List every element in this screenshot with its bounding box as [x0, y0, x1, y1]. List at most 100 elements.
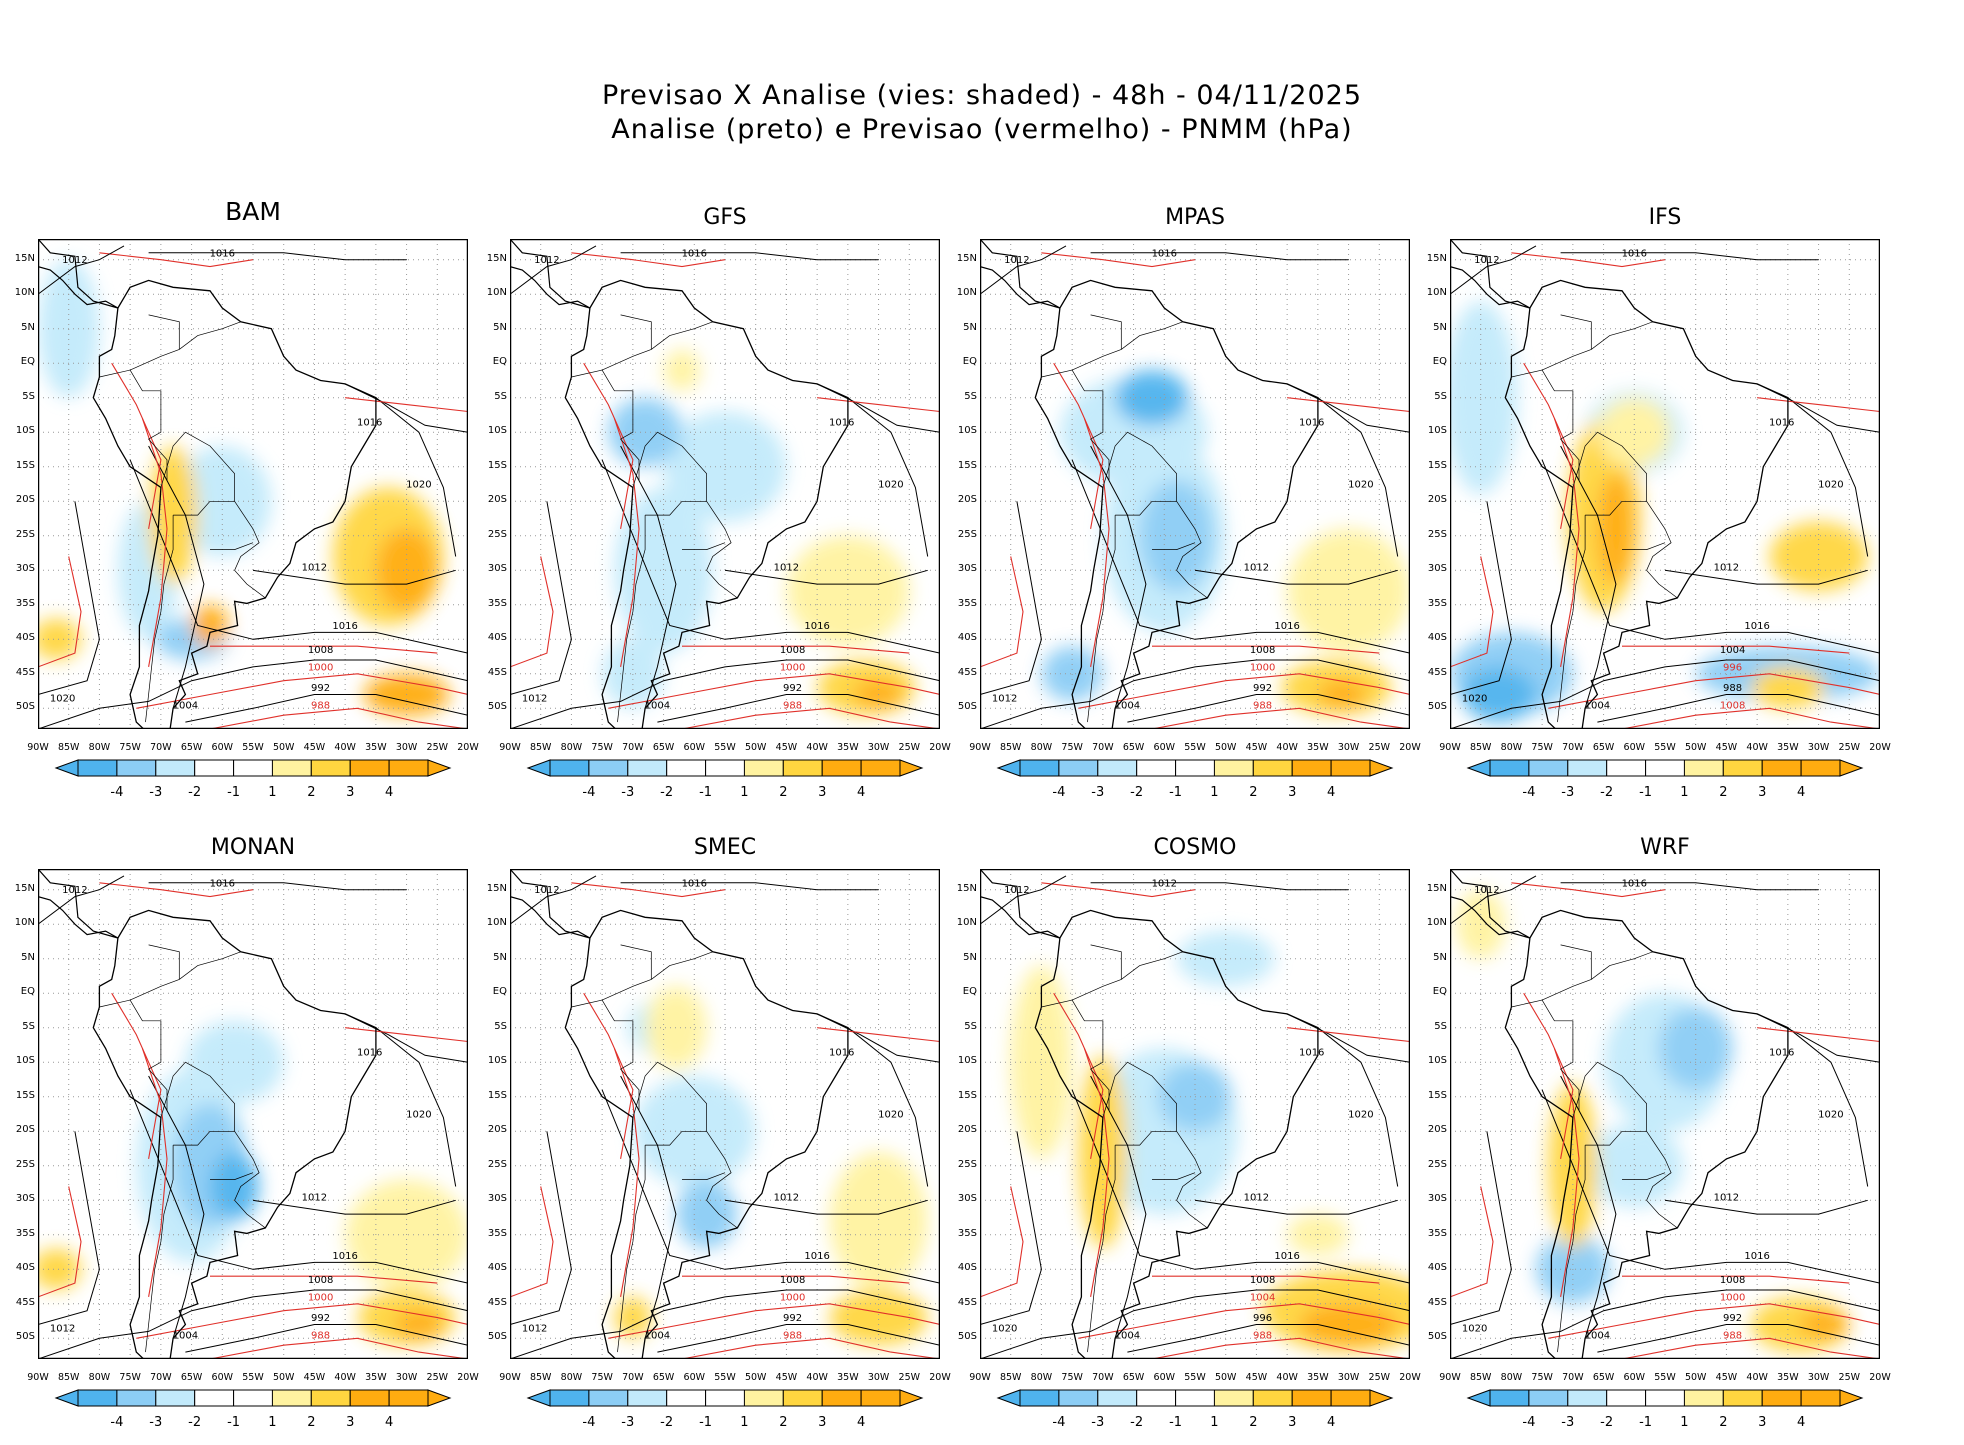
- map-panel-wrf: WRF 1020 1008 1000 992 988 1016 1012 1020 1016 101…: [1427, 835, 1910, 1445]
- contour-label: 1008: [780, 645, 805, 656]
- country-border: [210, 1172, 254, 1180]
- colorbar-segment: [1213, 1389, 1254, 1407]
- contour-label: 1016: [1744, 1251, 1769, 1262]
- lon-tick-label: 90W: [499, 1372, 521, 1383]
- pressure-contour: [510, 1289, 940, 1359]
- contour-label: 1004: [173, 700, 198, 711]
- colorbar-label: 3: [1758, 1415, 1767, 1430]
- lat-tick-label: 35S: [15, 1227, 35, 1239]
- colorbar-label: 2: [1719, 785, 1728, 800]
- lon-tick-label: 30W: [1807, 742, 1830, 753]
- colorbar-segment: [1058, 1389, 1099, 1407]
- pressure-contour: [1597, 694, 1880, 723]
- colorbar-segment: [77, 759, 118, 777]
- colorbar-segment: [233, 1389, 274, 1407]
- pressure-contour: [620, 882, 879, 891]
- lat-tick-label: 30S: [957, 1193, 977, 1205]
- lat-tick-label: 35S: [957, 597, 977, 609]
- lon-tick-label: 40W: [334, 1372, 356, 1383]
- lat-tick-label: EQ: [492, 986, 507, 998]
- contour-label: 1016: [357, 1047, 382, 1058]
- pressure-contour: [980, 659, 1410, 729]
- colorbar-low-arrow: [526, 1389, 551, 1407]
- lat-tick-label: 15N: [14, 882, 35, 894]
- colorbar-label: -3: [149, 1415, 163, 1430]
- lon-tick-label: 70W: [622, 1372, 644, 1383]
- lat-tick-label: 30S: [1427, 1193, 1447, 1205]
- colorbar-label: -4: [1052, 1415, 1066, 1430]
- colorbar-label: -3: [1561, 1415, 1575, 1430]
- map-area: 1020 1008 1000 992 988 1016 1012 1020 1016 1016 10…: [1427, 869, 1891, 1383]
- lat-tick-label: 40S: [487, 1262, 507, 1274]
- lat-tick-label: 5N: [1433, 321, 1447, 333]
- contour-label: 1016: [1769, 417, 1794, 428]
- pressure-contour: [38, 245, 125, 295]
- lat-tick-label: 45S: [1427, 1296, 1447, 1308]
- lon-tick-label: 50W: [272, 742, 295, 753]
- colorbar-label: -1: [699, 1415, 713, 1430]
- contour-label: 1020: [1462, 1323, 1487, 1334]
- lon-tick-label: 50W: [1214, 1372, 1237, 1383]
- pressure-contour: [682, 1275, 910, 1284]
- lon-tick-label: 20W: [929, 742, 951, 753]
- lat-tick-label: 5N: [493, 951, 507, 963]
- colorbar-label: -2: [188, 785, 202, 800]
- lon-tick-label: 90W: [27, 1372, 49, 1383]
- colorbar-label: 3: [346, 785, 355, 800]
- lon-tick-label: 50W: [1684, 1372, 1707, 1383]
- lon-tick-label: 20W: [457, 742, 479, 753]
- lon-tick-label: 80W: [560, 742, 583, 753]
- contour-label: 1016: [1274, 621, 1299, 632]
- pressure-contour: [1553, 418, 1580, 667]
- country-border: [145, 1145, 174, 1353]
- lon-tick-label: 65W: [1592, 742, 1615, 753]
- pressure-contour: [38, 501, 100, 695]
- lon-tick-label: 35W: [837, 742, 859, 753]
- colorbar-segment: [388, 1389, 429, 1407]
- pressure-contour: [510, 501, 572, 695]
- colorbar-segment: [1683, 1389, 1724, 1407]
- pressure-contour: [657, 694, 940, 723]
- colorbar-segment: [155, 1389, 196, 1407]
- contour-label: 1020: [406, 1110, 431, 1121]
- contour-label: 1016: [1299, 1047, 1324, 1058]
- bias-shading: [602, 639, 664, 709]
- lon-tick-label: 60W: [1623, 1372, 1646, 1383]
- contour-label: 1020: [1462, 693, 1487, 704]
- pressure-contour: [99, 882, 254, 898]
- lat-tick-label: 40S: [1427, 1262, 1447, 1274]
- lat-tick-label: 35S: [487, 1227, 507, 1239]
- contour-label: 1016: [332, 1251, 357, 1262]
- country-border: [601, 369, 640, 481]
- pressure-contour: [38, 659, 468, 729]
- bias-shading: [185, 1020, 284, 1104]
- map-panel-ifs: IFS 1020 1004 996 988 1008 1016 1012 1020 1016 101…: [1427, 205, 1910, 815]
- contour-label: 1012: [992, 693, 1017, 704]
- colorbar: -4 -3 -2 -1 1 2 3 4: [1450, 753, 1880, 813]
- bias-shading: [191, 604, 229, 647]
- country-border: [1090, 944, 1122, 980]
- contour-label: 1020: [878, 1110, 903, 1121]
- colorbar-label: -3: [1091, 1415, 1105, 1430]
- lon-tick-label: 55W: [1184, 1372, 1206, 1383]
- map-panel-mpas: MPAS 1012 1008 1000 992 988 1016 1012 1020 1016 10…: [957, 205, 1440, 815]
- lat-tick-label: 50S: [1427, 1331, 1447, 1343]
- pressure-contour: [613, 418, 640, 667]
- contour-label: 1000: [1250, 662, 1275, 673]
- bias-shading: [1317, 680, 1367, 709]
- pressure-contour: [1450, 1186, 1494, 1298]
- lat-tick-label: 15S: [15, 1089, 35, 1101]
- colorbar-high-arrow: [427, 759, 452, 777]
- bias-shading: [1010, 965, 1073, 1159]
- pressure-contour: [510, 875, 597, 925]
- colorbar-label: -3: [1561, 785, 1575, 800]
- colorbar-segment: [1252, 1389, 1293, 1407]
- contour-label: 1016: [1299, 417, 1324, 428]
- colorbar-segment: [1606, 759, 1647, 777]
- lon-tick-label: 50W: [744, 742, 767, 753]
- panel-title: BAM: [225, 197, 281, 226]
- colorbar-segment: [666, 759, 707, 777]
- colorbar-segment: [1722, 1389, 1763, 1407]
- pressure-contour: [601, 459, 940, 654]
- lat-tick-label: 5S: [22, 390, 35, 402]
